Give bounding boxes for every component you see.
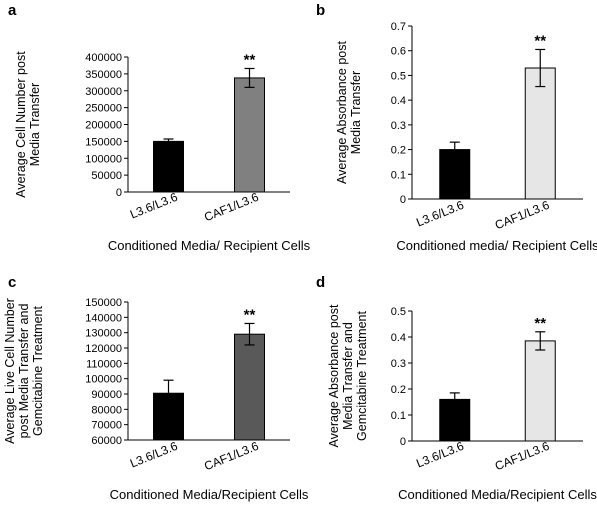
y-tick-label: 120000 [85, 343, 122, 355]
y-tick-label: 350000 [85, 69, 122, 81]
x-category-label: CAF1/L3.6 [202, 439, 261, 474]
y-tick-label: 80000 [91, 404, 122, 416]
bar-1 [153, 140, 184, 193]
y-tick-label: 150000 [85, 136, 122, 148]
x-axis-title: Conditioned Media/Recipient Cells [398, 487, 597, 502]
x-category-label: CAF1/L3.6 [493, 198, 552, 233]
y-tick-label: 0.5 [391, 70, 406, 82]
y-tick-label: 0.3 [391, 120, 406, 132]
y-tick-label: 140000 [85, 312, 122, 324]
chart-panel-d: d 0 0.1 0.2 0.3 0.4 0.5 L3.6/L3.6 ** CAF1/L3.6 Ave… [316, 274, 597, 502]
y-tick-label: 150000 [85, 297, 122, 309]
y-tick-label: 0.5 [391, 306, 406, 318]
y-tick-label: 0 [116, 187, 122, 199]
y-axis-title: Average Absorbance postMedia Transfer [335, 41, 363, 184]
y-axis-title-line: Media Transfer and [341, 322, 355, 430]
panel-letter-b: b [316, 2, 325, 19]
x-axis-title: Conditioned Media/Recipient Cells [110, 487, 309, 502]
bar-2 [234, 77, 265, 193]
x-category-label: CAF1/L3.6 [202, 190, 261, 225]
x-axis-title: Conditioned Media/ Recipient Cells [108, 238, 311, 253]
y-tick-label: 110000 [86, 358, 122, 370]
y-axis-title-line: Media Transfer [28, 83, 42, 166]
y-tick-label: 0.2 [391, 145, 406, 157]
y-axis-title-line: post Media Transfer and [17, 304, 31, 439]
panel-letter-c: c [8, 274, 16, 291]
y-tick-label: 0.2 [391, 384, 406, 396]
bar-1 [439, 149, 471, 200]
panel-letter-d: d [316, 274, 325, 291]
chart-panel-a: a 0 50000 100000 150000 200000 250000 300000 350… [8, 2, 311, 253]
y-axis-title: Average Live Cell Numberpost Media Trans… [3, 298, 45, 444]
y-tick-label: 130000 [85, 328, 122, 340]
x-axis-title: Conditioned media/ Recipient Cells [396, 238, 597, 253]
y-tick-label: 200000 [85, 120, 122, 132]
y-axis-title-line: Average Absorbance post [327, 304, 341, 447]
y-axis-title-line: Media Transfer [349, 71, 363, 154]
x-category-label: L3.6/L3.6 [128, 439, 180, 471]
y-axis-title-line: Average Absorbance post [335, 41, 349, 184]
y-axis-title: Average Absorbance postMedia Transfer an… [327, 304, 369, 447]
chart-panel-c: c 60000 70000 80000 90000 100000 110000 120000 1… [3, 274, 309, 502]
y-tick-label: 50000 [91, 170, 122, 182]
y-tick-label: 0.4 [391, 95, 406, 107]
y-axis-title: Average Cell Number postMedia Transfer [14, 51, 42, 198]
panel-letter-a: a [8, 2, 17, 19]
y-tick-label: 100000 [85, 153, 122, 165]
significance-marker: ** [244, 51, 256, 68]
y-tick-label: 0 [400, 436, 406, 448]
y-tick-label: 0.3 [391, 358, 406, 370]
y-tick-label: 0 [400, 194, 406, 206]
significance-marker: ** [244, 306, 256, 323]
y-tick-label: 0.6 [391, 46, 406, 58]
y-axis-title-line: Gemcitabine Treatment [31, 306, 45, 436]
y-tick-label: 100000 [85, 374, 122, 386]
y-axis-title-line: Gemcitabine Treatment [355, 311, 369, 441]
y-axis-title-line: Average Live Cell Number [3, 298, 17, 444]
y-tick-label: 0.1 [391, 410, 406, 422]
bar-2 [524, 67, 556, 200]
chart-panel-b: b 0 0.1 0.2 0.3 0.4 0.5 0.6 0.7 L3.6/L3.6 ** CAF1/L… [316, 2, 597, 253]
y-axis-title-line: Average Cell Number post [14, 51, 28, 198]
significance-marker: ** [534, 315, 546, 332]
y-tick-label: 400000 [85, 52, 122, 64]
y-tick-label: 250000 [85, 103, 122, 115]
y-tick-label: 0.4 [391, 332, 406, 344]
y-tick-label: 60000 [91, 435, 122, 447]
y-tick-label: 0.1 [391, 169, 406, 181]
y-tick-label: 70000 [91, 420, 122, 432]
x-category-label: CAF1/L3.6 [493, 439, 552, 474]
x-category-label: L3.6/L3.6 [128, 190, 180, 222]
y-tick-label: 300000 [85, 86, 122, 98]
significance-marker: ** [534, 32, 546, 49]
bar-2 [234, 333, 265, 441]
x-category-label: L3.6/L3.6 [414, 439, 466, 471]
y-tick-label: 90000 [91, 389, 122, 401]
x-category-label: L3.6/L3.6 [414, 198, 466, 230]
y-tick-label: 0.7 [391, 21, 406, 33]
bar-2 [524, 340, 556, 442]
